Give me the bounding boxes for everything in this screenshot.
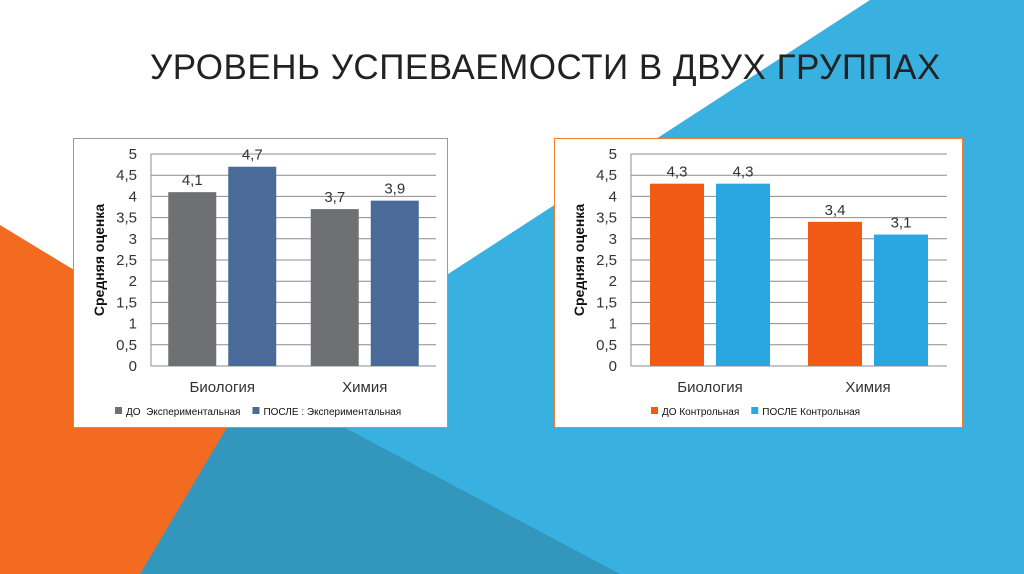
data-label: 3,7	[324, 189, 345, 206]
y-tick-label: 5	[129, 146, 137, 163]
y-tick-label: 5	[609, 146, 617, 163]
bar	[370, 200, 419, 366]
data-label: 4,3	[733, 164, 754, 181]
y-tick-label: 0	[129, 358, 137, 375]
bar	[808, 221, 862, 366]
chart-panel-control: 0 0,5 1 1,5 2 2,5 3 3,5 4 4,5 5 Средняя оценка 4,3 4,…	[554, 138, 963, 428]
category-label: Химия	[342, 379, 387, 396]
legend-swatch	[115, 407, 122, 414]
y-tick-label: 4,5	[596, 167, 617, 184]
bar	[228, 166, 277, 366]
y-tick-label: 3,5	[116, 210, 137, 227]
bar	[650, 183, 704, 366]
data-label: 4,7	[242, 147, 263, 164]
data-label: 4,1	[182, 172, 203, 189]
chart-panel-experimental: 0 0,5 1 1,5 2 2,5 3 3,5 4 4,5 5 Средняя оценка 4,1 4,…	[73, 138, 448, 428]
dark-blue-shape	[140, 380, 620, 574]
y-tick-label: 4,5	[116, 167, 137, 184]
y-tick-label: 2	[129, 273, 137, 290]
y-tick-label: 1	[129, 316, 137, 333]
legend-label: ПОСЛЕ Контрольная	[762, 407, 860, 418]
category-label: Биология	[190, 379, 255, 396]
y-tick-label: 1,5	[596, 294, 617, 311]
bar	[310, 209, 359, 366]
y-tick-label: 0	[609, 358, 617, 375]
y-tick-label: 2	[609, 273, 617, 290]
category-label: Биология	[677, 379, 742, 396]
legend-label: ДО Экспериментальная	[126, 407, 240, 418]
category-label: Химия	[845, 379, 890, 396]
y-tick-label: 0,5	[116, 337, 137, 354]
bar	[716, 183, 770, 366]
y-tick-label: 1,5	[116, 294, 137, 311]
y-tick-label: 3,5	[596, 210, 617, 227]
y-tick-label: 3	[129, 231, 137, 248]
data-label: 3,4	[825, 202, 846, 219]
data-label: 3,9	[384, 181, 405, 198]
chart-experimental: 0 0,5 1 1,5 2 2,5 3 3,5 4 4,5 5 Средняя оценка 4,1 4,…	[91, 146, 436, 418]
legend-swatch	[651, 407, 658, 414]
legend-swatch	[751, 407, 759, 414]
legend-label: ПОСЛЕ : Экспериментальная	[263, 407, 401, 418]
chart-control: 0 0,5 1 1,5 2 2,5 3 3,5 4 4,5 5 Средняя оценка 4,3 4,…	[571, 146, 947, 418]
y-tick-label: 2,5	[116, 252, 137, 269]
y-tick-label: 1	[609, 316, 617, 333]
y-tick-label: 4	[609, 188, 617, 205]
data-label: 3,1	[891, 215, 912, 232]
y-tick-label: 3	[609, 231, 617, 248]
y-axis-label: Средняя оценка	[571, 204, 587, 316]
y-tick-label: 4	[129, 188, 137, 205]
y-axis-label: Средняя оценка	[91, 204, 107, 316]
bar	[874, 234, 928, 366]
y-tick-label: 2,5	[596, 252, 617, 269]
data-label: 4,3	[667, 164, 688, 181]
y-tick-label: 0,5	[596, 337, 617, 354]
bar	[168, 192, 217, 366]
legend-swatch	[252, 407, 260, 414]
legend-label: ДО Контрольная	[662, 407, 739, 418]
slide-title: УРОВЕНЬ УСПЕВАЕМОСТИ В ДВУХ ГРУППАХ	[150, 48, 941, 87]
